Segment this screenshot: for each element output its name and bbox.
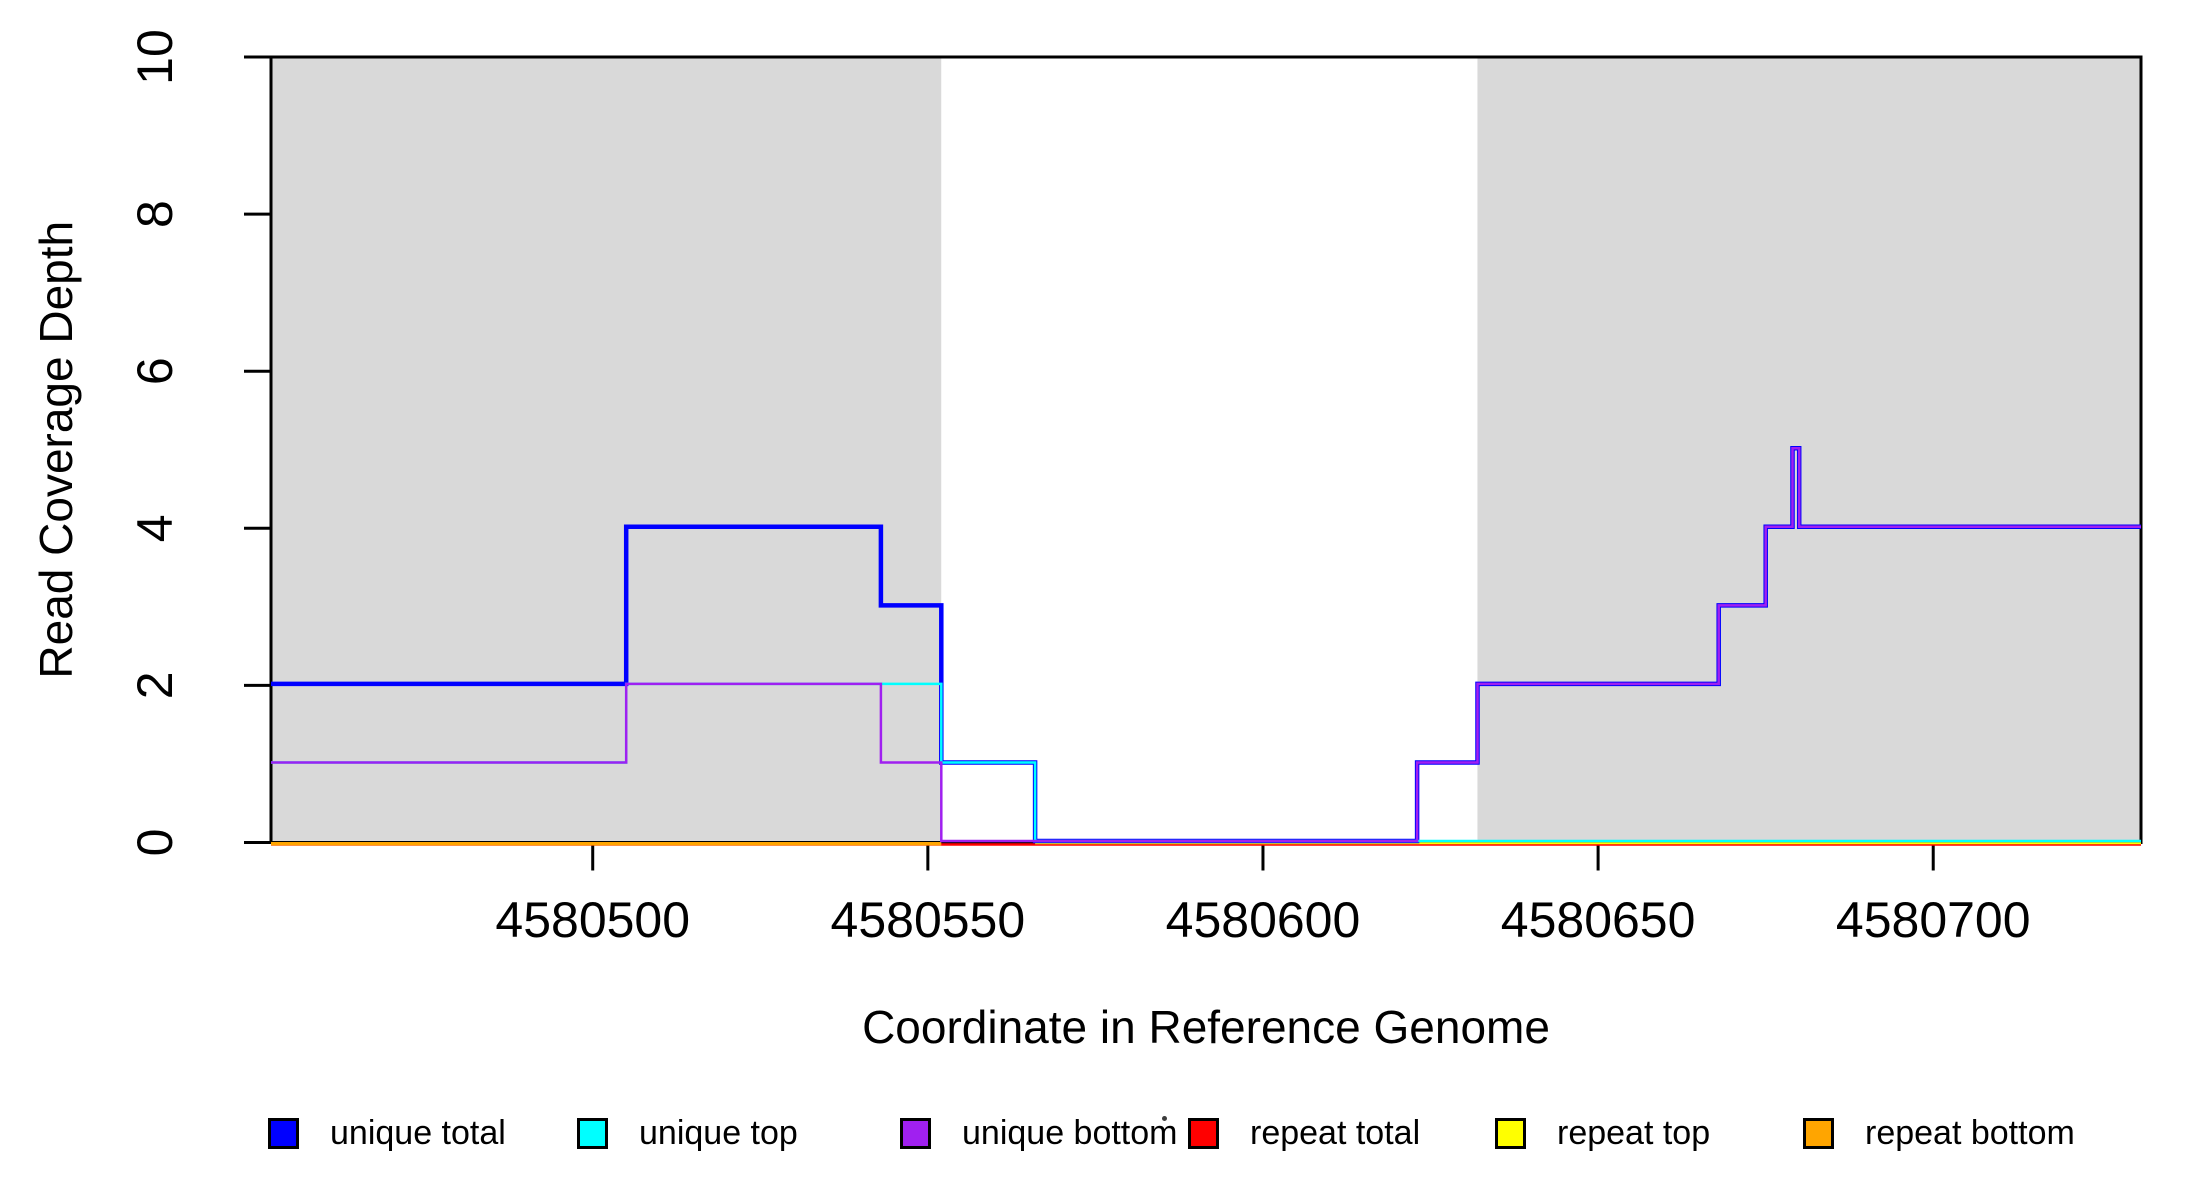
legend-item-unique-bottom: unique bottom (900, 1116, 1178, 1150)
unique-bottom-swatch-icon (900, 1117, 931, 1149)
legend-item-unique-top: unique top (577, 1116, 798, 1150)
legend-label: unique total (330, 1114, 506, 1152)
y-tick-label: 6 (127, 357, 183, 385)
y-tick-label: 4 (127, 514, 183, 542)
legend-label: repeat total (1250, 1114, 1421, 1152)
y-axis-title: Read Coverage Depth (30, 221, 82, 679)
x-axis-title: Coordinate in Reference Genome (862, 1001, 1550, 1053)
legend-label: unique top (639, 1114, 798, 1152)
legend-label: unique bottom (962, 1114, 1178, 1152)
unique-total-swatch-icon (268, 1117, 299, 1149)
legend-item-unique-total: unique total (268, 1116, 506, 1150)
shaded-region (1477, 57, 2141, 843)
x-tick-label: 4580700 (1836, 892, 2031, 948)
legend-item-repeat-total: repeat total (1188, 1116, 1420, 1150)
x-tick-label: 4580500 (495, 892, 690, 948)
stray-dot (1162, 1116, 1167, 1121)
legend-label: repeat top (1557, 1114, 1711, 1152)
repeat-top-swatch-icon (1495, 1117, 1526, 1149)
legend-item-repeat-bottom: repeat bottom (1803, 1116, 2075, 1150)
legend-label: repeat bottom (1865, 1114, 2075, 1152)
y-tick-label: 2 (127, 671, 183, 699)
series-line-unique-bottom (271, 447, 2141, 843)
repeat-total-swatch-icon (1188, 1117, 1219, 1149)
y-tick-label: 10 (127, 29, 183, 85)
x-tick-label: 4580600 (1166, 892, 1361, 948)
x-tick-label: 4580550 (831, 892, 1026, 948)
shaded-region (271, 57, 942, 843)
y-tick-label: 8 (127, 200, 183, 228)
unique-top-swatch-icon (577, 1117, 608, 1149)
y-tick-label: 0 (127, 829, 183, 857)
repeat-bottom-swatch-icon (1803, 1117, 1834, 1149)
legend-item-repeat-top: repeat top (1495, 1116, 1710, 1150)
x-tick-label: 4580650 (1501, 892, 1696, 948)
